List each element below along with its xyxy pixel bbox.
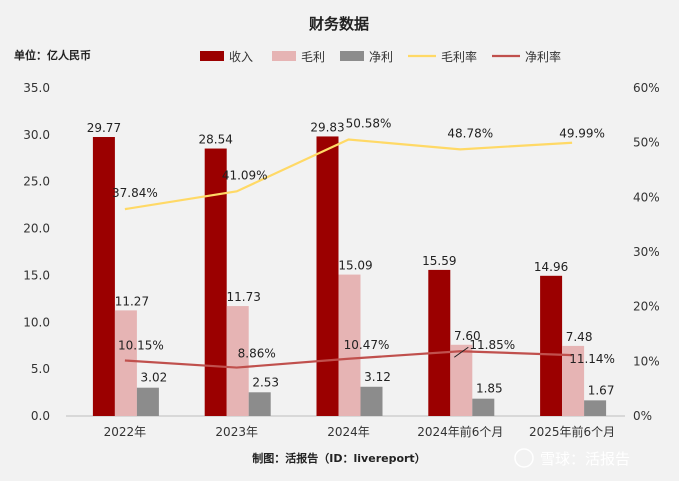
x-category-label: 2022年 — [104, 425, 147, 439]
net-margin-line — [124, 350, 573, 369]
line-value-label: 11.14% — [569, 352, 615, 366]
y-left-tick-label: 0.0 — [31, 409, 50, 423]
y-right-tick-label: 60% — [633, 81, 660, 95]
watermark-logo-icon — [514, 448, 534, 468]
y-left-tick-label: 20.0 — [23, 222, 50, 236]
bar-net-profit — [248, 392, 271, 416]
bar-value-label: 29.77 — [87, 121, 121, 135]
line-value-label: 48.78% — [447, 126, 493, 140]
line-value-label: 37.84% — [112, 186, 158, 200]
y-right-tick-label: 20% — [633, 300, 660, 314]
axes-group: 0.0 5.0 10.0 15.0 20.0 25.0 30.0 35.0 0% 10% 20% 30… — [23, 81, 659, 439]
line-value-label: 11.85% — [469, 338, 515, 352]
bar-gross-profit — [450, 344, 473, 416]
label-leader-line — [454, 346, 469, 358]
line-value-label: 49.99% — [559, 127, 605, 141]
bar-value-label: 3.12 — [364, 370, 391, 384]
bar-gross-profit — [114, 310, 137, 416]
bar-net-profit — [584, 400, 607, 416]
bar-value-label: 15.59 — [422, 254, 456, 268]
y-left-tick-label: 10.0 — [23, 315, 50, 329]
source-footer: 制图：活报告（ID：livereport） — [252, 451, 425, 465]
x-category-label: 2023年 — [215, 425, 258, 439]
y-right-tick-label: 10% — [633, 354, 660, 368]
line-value-label: 8.86% — [238, 347, 276, 361]
line-value-label: 10.15% — [118, 339, 164, 353]
bar-value-label: 15.09 — [338, 259, 372, 273]
line-value-label: 41.09% — [222, 168, 268, 182]
legend: 收入 毛利 净利 毛利率 净利率 — [200, 49, 561, 64]
legend-swatch — [340, 51, 364, 61]
gross-margin-line — [124, 138, 573, 211]
watermark-text: 雪球：活报告 — [540, 450, 630, 468]
x-category-label: 2024年前6个月 — [417, 424, 503, 439]
y-right-tick-label: 0% — [633, 409, 652, 423]
y-right-tick-label: 50% — [633, 136, 660, 150]
legend-swatch — [272, 51, 296, 61]
bar-value-label: 29.83 — [310, 120, 344, 134]
line-value-label: 10.47% — [344, 338, 390, 352]
bar-value-label: 3.02 — [141, 371, 168, 385]
bar-revenue — [92, 137, 115, 416]
bar-revenue — [428, 269, 451, 416]
legend-label: 净利率 — [525, 49, 561, 64]
bar-value-label: 1.85 — [476, 382, 503, 396]
bar-value-label: 28.54 — [199, 133, 233, 147]
line-value-label: 50.58% — [346, 116, 392, 130]
bar-value-label: 7.60 — [454, 329, 481, 343]
legend-label: 毛利率 — [441, 49, 477, 64]
bar-value-label: 2.53 — [252, 375, 279, 389]
bar-gross-profit — [226, 306, 249, 416]
bar-revenue — [316, 136, 339, 416]
bar-net-profit — [472, 398, 495, 416]
bar-value-label: 14.96 — [534, 260, 568, 274]
x-category-label: 2025年前6个月 — [529, 424, 615, 439]
x-category-label: 2024年 — [327, 425, 370, 439]
legend-label: 毛利 — [301, 50, 325, 64]
unit-label: 单位：亿人民币 — [14, 48, 91, 62]
bar-gross-profit — [562, 345, 585, 416]
chart-title: 财务数据 — [309, 15, 369, 33]
bar-value-label: 7.48 — [566, 330, 593, 344]
bar-value-label: 11.73 — [227, 290, 261, 304]
legend-swatch — [200, 51, 224, 61]
bar-gross-profit — [338, 274, 361, 416]
y-left-tick-label: 25.0 — [23, 175, 50, 189]
legend-label: 净利 — [369, 50, 393, 64]
legend-label: 收入 — [229, 50, 253, 64]
y-left-tick-label: 5.0 — [31, 362, 50, 376]
y-right-tick-label: 30% — [633, 245, 660, 259]
y-left-tick-label: 30.0 — [23, 128, 50, 142]
bar-net-profit — [360, 386, 383, 416]
data-labels-group: 29.77 28.54 29.83 15.59 14.96 11.27 11.73 15.09… — [87, 116, 615, 397]
watermark: 雪球：活报告 — [514, 448, 630, 468]
bars-group — [92, 136, 607, 416]
bar-revenue — [540, 275, 563, 416]
y-right-tick-label: 40% — [633, 190, 660, 204]
lines-group — [124, 138, 573, 369]
bar-revenue — [204, 148, 227, 416]
bar-net-profit — [136, 387, 159, 416]
bar-value-label: 11.27 — [115, 294, 149, 308]
bar-value-label: 1.67 — [588, 383, 615, 397]
y-left-tick-label: 35.0 — [23, 81, 50, 95]
y-left-tick-label: 15.0 — [23, 268, 50, 282]
